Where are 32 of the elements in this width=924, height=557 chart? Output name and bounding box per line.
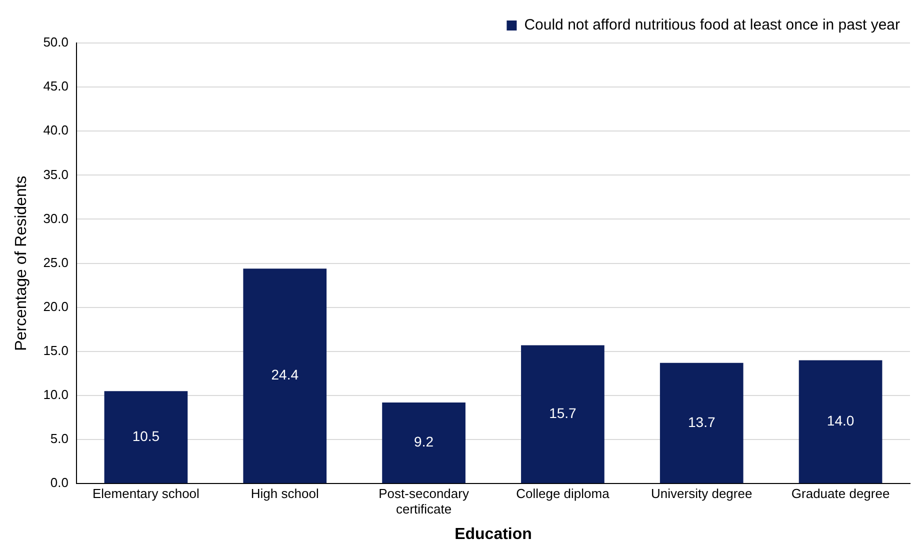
y-tick-label: 45.0 [43,78,68,94]
data-label: 13.7 [688,414,716,430]
x-tick-label: Graduate degree [791,486,890,501]
data-label: 9.2 [414,434,434,450]
legend-label: Could not afford nutritious food at least once in past year [524,16,900,34]
y-axis-title: Percentage of Residents [13,176,30,351]
y-tick-label: 10.0 [43,387,68,402]
y-tick-label: 0.0 [50,475,68,490]
bar [243,268,327,484]
bar [660,362,744,484]
bar [104,391,188,484]
data-label: 14.0 [826,412,854,429]
x-tick-label: University degree [651,486,752,501]
data-label: 24.4 [271,366,299,383]
x-tick-label: Post-secondary certificate [378,486,470,517]
data-label: 10.5 [132,428,160,444]
y-tick-label: 50.0 [43,34,68,50]
y-tick-label: 5.0 [50,431,68,446]
y-tick-label: 25.0 [43,254,68,270]
y-tick-label: 15.0 [43,343,68,358]
y-tick-label: 20.0 [43,298,68,314]
y-tick-label: 35.0 [43,166,68,182]
y-tick-label: 30.0 [43,210,68,226]
x-axis-title: Education [454,526,532,543]
x-tick-label: College diploma [516,486,610,501]
data-label: 15.7 [549,405,577,422]
bar [798,360,882,484]
y-tick-label: 40.0 [43,122,68,138]
bar [521,345,604,484]
bar [382,402,466,484]
x-tick-label: Elementary school [92,486,200,501]
x-tick-label: High school [250,486,319,501]
